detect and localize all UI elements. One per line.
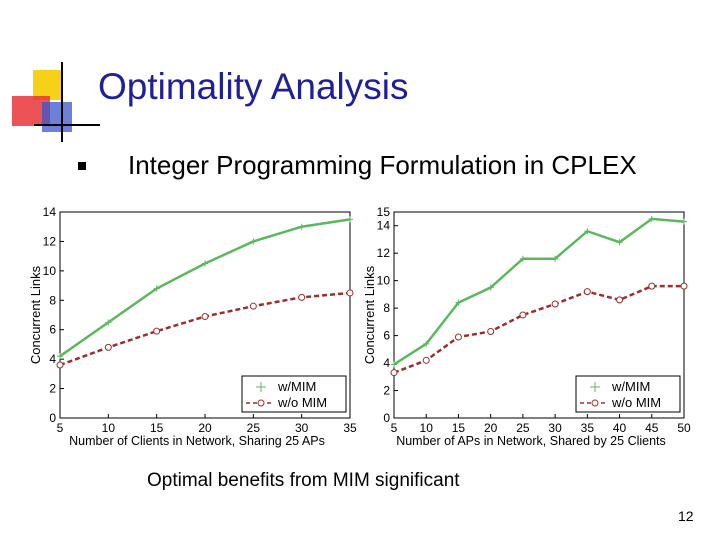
point-without-mim [648, 282, 656, 290]
point-with-mim [391, 361, 397, 368]
series-line-with-mim [59, 218, 351, 358]
y-tick-label: 10 [43, 264, 57, 278]
bullet-square-icon [78, 162, 86, 170]
x-tick-label: 20 [198, 421, 212, 435]
point-without-mim [249, 302, 257, 310]
point-without-mim [298, 293, 306, 301]
y-tick-label: 12 [377, 246, 391, 260]
y-tick-label: 14 [377, 219, 391, 233]
point-without-mim [201, 312, 209, 320]
x-tick-label: 50 [677, 421, 691, 435]
series-line-without-mim [393, 284, 684, 374]
x-tick-label: 35 [581, 421, 595, 435]
x-tick-label: 15 [150, 421, 164, 435]
y-tick-label: 10 [377, 274, 391, 288]
y-tick-label: 6 [49, 323, 56, 337]
series-line-without-mim [59, 291, 351, 367]
point-with-mim [455, 299, 462, 306]
x-tick-label: 25 [516, 421, 530, 435]
slide-title: Optimality Analysis [98, 66, 409, 107]
y-tick-label: 4 [49, 352, 56, 366]
y-tick-label: 2 [49, 382, 56, 396]
y-tick-label: 15 [377, 205, 391, 219]
page-number: 12 [678, 508, 694, 524]
legend-marker-without-mim [257, 399, 265, 407]
x-tick-label: 10 [102, 421, 116, 435]
point-with-mim [681, 218, 687, 225]
x-tick-label: 45 [645, 421, 659, 435]
point-with-mim [519, 255, 526, 262]
legend-label-without-mim: w/o MIM [277, 395, 327, 410]
point-without-mim [487, 327, 495, 335]
point-with-mim [552, 255, 559, 262]
x-tick-label: 25 [247, 421, 261, 435]
point-with-mim [616, 239, 623, 246]
caption: Optimal benefits from MIM significant [147, 470, 460, 491]
x-tick-label: 35 [343, 421, 357, 435]
point-without-mim [104, 343, 112, 351]
x-axis-label: Number of APs in Network, Shared by 25 C… [396, 434, 666, 448]
bullet-text: Integer Programming Formulation in CPLEX [128, 150, 637, 180]
point-without-mim [454, 333, 462, 341]
series-line-with-mim [393, 217, 685, 366]
point-with-mim [648, 215, 655, 222]
y-tick-label: 0 [383, 411, 390, 425]
y-tick-label: 4 [383, 356, 390, 370]
point-without-mim [390, 369, 398, 377]
point-with-mim [298, 223, 305, 230]
legend-marker-with-mim [256, 382, 266, 392]
y-tick-label: 12 [43, 234, 57, 248]
slide-logo-icon [12, 62, 100, 142]
y-tick-label: 0 [49, 411, 56, 425]
legend-marker-with-mim [590, 382, 600, 392]
point-without-mim [680, 282, 688, 290]
x-tick-label: 30 [548, 421, 562, 435]
y-tick-label: 2 [383, 384, 390, 398]
legend-marker-without-mim [591, 399, 599, 407]
y-tick-label: 6 [383, 329, 390, 343]
y-tick-label: 8 [49, 293, 56, 307]
y-axis-label: Concurrent Links [362, 265, 377, 364]
x-tick-label: 5 [391, 421, 398, 435]
y-tick-label: 14 [43, 205, 57, 219]
legend-label-with-mim: w/MIM [611, 379, 650, 394]
plot-frame [393, 211, 685, 419]
legend-label-without-mim: w/o MIM [611, 395, 661, 410]
point-with-mim [250, 238, 257, 245]
point-with-mim [584, 228, 591, 235]
x-tick-label: 40 [613, 421, 627, 435]
point-with-mim [487, 284, 494, 291]
point-without-mim [422, 356, 430, 364]
point-without-mim [616, 296, 624, 304]
x-tick-label: 20 [484, 421, 498, 435]
point-with-mim [423, 340, 430, 347]
y-axis-label: Concurrent Links [28, 265, 43, 364]
point-without-mim [519, 311, 527, 319]
point-without-mim [583, 288, 591, 296]
point-without-mim [346, 289, 354, 297]
x-tick-label: 15 [452, 421, 466, 435]
legend-label-with-mim: w/MIM [277, 379, 316, 394]
x-tick-label: 10 [420, 421, 434, 435]
chart-clients: 0 2 4 6 8 10 12 14 5 10 15 20 25 30 35 Number of Client… [28, 205, 357, 448]
y-tick-label: 8 [383, 301, 390, 315]
point-with-mim [57, 353, 63, 360]
point-without-mim [551, 300, 559, 308]
point-with-mim [153, 285, 160, 292]
point-without-mim [56, 361, 64, 369]
point-with-mim [105, 319, 112, 326]
x-tick-label: 5 [57, 421, 64, 435]
point-with-mim [202, 260, 208, 267]
x-axis-label: Number of Clients in Network, Sharing 25… [69, 434, 325, 448]
point-with-mim [347, 216, 353, 223]
point-without-mim [153, 327, 161, 335]
x-tick-label: 30 [295, 421, 309, 435]
